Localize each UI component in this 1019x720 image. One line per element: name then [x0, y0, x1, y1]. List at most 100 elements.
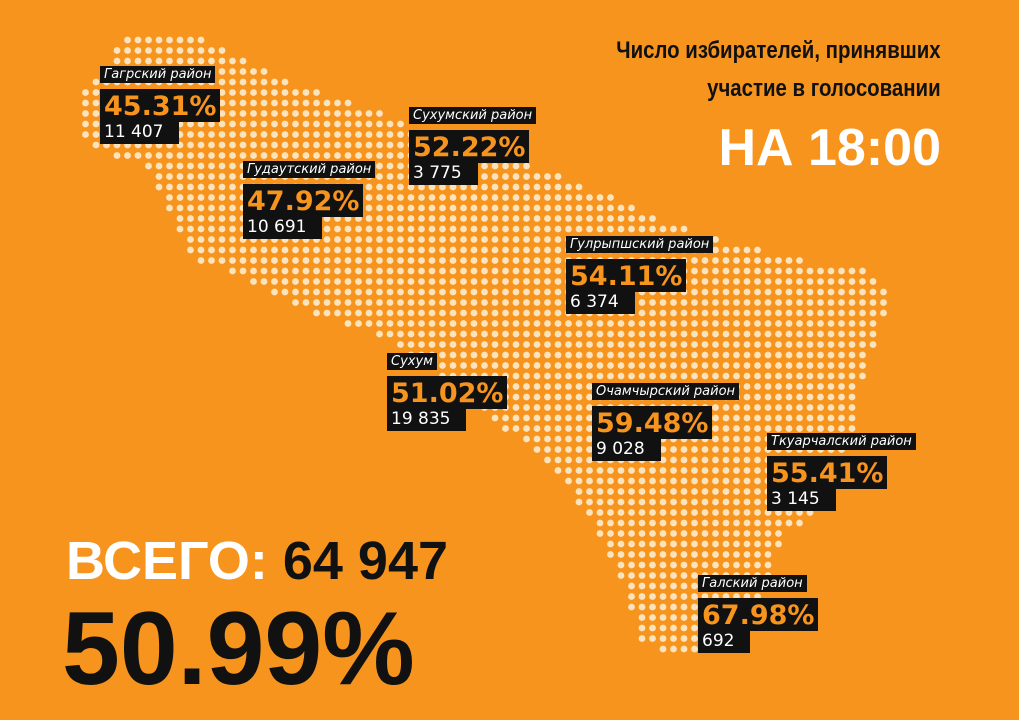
map-dot [271, 152, 278, 159]
map-dot [659, 603, 667, 611]
map-dot [386, 141, 394, 149]
map-dot [292, 131, 299, 138]
map-dot [733, 320, 740, 327]
map-dot [544, 330, 551, 338]
map-dot [680, 309, 688, 317]
map-dot [575, 351, 583, 359]
map-dot [554, 236, 562, 243]
map-dot [596, 498, 604, 506]
map-dot [271, 110, 278, 117]
map-dot [260, 267, 268, 275]
map-dot [806, 372, 814, 380]
map-dot [502, 320, 509, 327]
map-dot [428, 267, 436, 275]
map-dot [187, 204, 194, 212]
map-dot [764, 383, 772, 390]
map-dot [754, 519, 761, 527]
map-dot [722, 509, 730, 516]
map-dot [565, 362, 572, 369]
map-dot [302, 278, 310, 285]
map-dot [250, 131, 257, 138]
map-dot [344, 309, 352, 317]
map-dot [733, 530, 740, 537]
map-dot [607, 530, 614, 537]
map-dot [533, 446, 541, 453]
map-dot [491, 236, 499, 243]
map-dot [617, 509, 625, 516]
map-dot [722, 362, 730, 369]
map-dot [533, 404, 541, 411]
map-dot [533, 194, 541, 201]
region-count: 10 691 [243, 217, 323, 239]
map-dot [764, 330, 772, 338]
map-dot [533, 257, 541, 264]
map-dot [323, 99, 331, 107]
map-dot [355, 278, 362, 285]
map-dot [764, 551, 772, 558]
map-dot [512, 414, 520, 422]
map-dot [827, 267, 835, 275]
map-dot [544, 183, 551, 191]
map-dot [292, 89, 299, 96]
map-dot [397, 309, 404, 317]
map-dot [848, 320, 856, 327]
map-dot [670, 362, 677, 369]
map-dot [691, 309, 698, 317]
map-dot [733, 341, 740, 348]
map-dot [302, 299, 310, 306]
map-dot [764, 561, 772, 569]
map-dot [355, 120, 362, 128]
map-dot [670, 225, 677, 233]
map-dot [754, 330, 761, 338]
map-dot [743, 551, 751, 558]
map-dot [218, 47, 226, 54]
map-dot [397, 299, 404, 306]
map-dot [386, 215, 394, 222]
map-dot [502, 425, 509, 432]
map-dot [712, 467, 719, 474]
map-dot [502, 341, 509, 348]
map-dot [533, 320, 541, 327]
region-name: Гагрский район [100, 66, 216, 83]
map-dot [533, 267, 541, 275]
map-dot [491, 194, 499, 201]
map-dot [523, 288, 530, 296]
map-dot [502, 204, 509, 212]
map-dot [166, 162, 173, 170]
map-dot [134, 36, 142, 44]
map-dot [838, 288, 845, 296]
map-dot [376, 320, 383, 327]
map-dot [680, 635, 688, 642]
map-dot [638, 330, 646, 338]
map-dot [649, 362, 656, 369]
map-dot [166, 152, 173, 159]
map-dot [796, 414, 803, 422]
map-dot [218, 78, 226, 86]
map-dot [701, 551, 709, 558]
map-dot [407, 341, 415, 348]
map-dot [722, 246, 730, 254]
map-dot [838, 320, 845, 327]
map-dot [670, 351, 677, 359]
map-dot [775, 540, 782, 548]
map-dot [428, 299, 436, 306]
map-dot [659, 456, 667, 464]
map-dot [229, 162, 236, 170]
map-dot [344, 99, 352, 107]
map-dot [754, 456, 761, 464]
map-dot [229, 131, 236, 138]
map-dot [544, 288, 551, 296]
map-dot [586, 341, 593, 348]
map-dot [523, 351, 530, 359]
map-dot [670, 603, 677, 611]
map-dot [155, 57, 163, 65]
map-dot [565, 435, 572, 443]
map-dot [292, 267, 299, 275]
map-dot [229, 257, 236, 264]
map-dot [743, 383, 751, 390]
map-dot [649, 341, 656, 348]
map-dot [586, 509, 593, 516]
map-dot [271, 246, 278, 254]
map-dot [638, 582, 646, 590]
map-dot [817, 425, 824, 432]
